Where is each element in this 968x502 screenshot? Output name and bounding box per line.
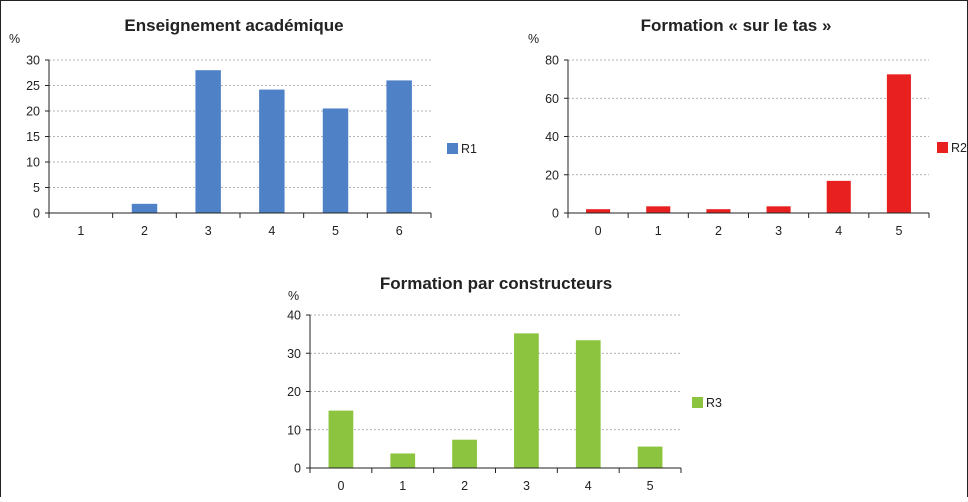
y-tick-label: 0 [33,207,40,221]
chart-title: Enseignement académique [124,16,343,35]
x-tick-label: 1 [77,224,84,238]
x-axis-ticks: 1 2 3 4 5 6 [77,224,402,238]
y-tick-label: 30 [287,347,301,361]
y-tick-label: 5 [33,181,40,195]
legend-label: R2 [951,141,967,155]
bar [195,70,221,213]
y-tick-label: 40 [287,309,301,323]
axes [564,59,930,218]
chart-title: Formation par constructeurs [380,274,612,293]
bar [386,80,412,214]
x-tick-label: 3 [205,224,212,238]
y-tick-label: 60 [545,92,559,106]
y-tick-label: 20 [26,105,40,119]
x-tick-label: 4 [268,224,275,238]
y-tick-label: 30 [26,54,40,68]
axes [45,59,432,218]
x-tick-label: 2 [715,224,722,238]
y-tick-label: 25 [26,79,40,93]
legend-swatch [447,143,458,154]
x-tick-label: 3 [523,479,530,493]
bar [452,439,477,468]
x-tick-label: 0 [595,224,602,238]
x-tick-label: 5 [647,479,654,493]
x-axis-ticks: 0 1 2 3 4 5 [595,224,903,238]
x-tick-label: 5 [332,224,339,238]
x-tick-label: 0 [337,479,344,493]
bar [586,209,611,213]
bar [766,206,791,213]
y-axis-ticks: 0 5 10 15 20 25 30 [26,54,40,221]
bar [328,410,354,468]
legend-swatch [937,142,948,153]
legend: R1 [447,142,477,156]
y-tick-label: 20 [287,385,301,399]
x-tick-label: 4 [835,224,842,238]
bar [514,333,539,468]
bar [390,453,416,468]
y-axis-unit: % [528,32,539,46]
gridlines [310,314,681,431]
bar [322,108,349,213]
y-axis-unit: % [288,289,299,303]
bar [826,180,851,213]
y-axis-ticks: 0 20 40 60 80 [545,54,559,221]
bar [131,203,158,213]
y-tick-label: 0 [294,462,301,476]
x-axis-ticks: 0 1 2 3 4 5 [337,479,653,493]
y-axis-ticks: 0 10 20 30 40 [287,309,301,476]
bar [886,74,911,213]
x-tick-label: 2 [461,479,468,493]
bar [706,209,731,213]
y-axis-unit: % [9,32,20,46]
bars [586,74,911,213]
y-tick-label: 0 [552,207,559,221]
x-tick-label: 6 [396,224,403,238]
y-tick-label: 10 [287,423,301,437]
bar [637,446,663,468]
x-tick-label: 3 [775,224,782,238]
chart-formation-sur-le-tas: Formation « sur le tas » % 0 20 40 60 80 0 1 2… [528,16,967,238]
axes [306,314,682,473]
bars [328,333,663,468]
legend: R3 [692,396,722,410]
bars [131,70,412,214]
x-tick-label: 1 [655,224,662,238]
y-tick-label: 80 [545,54,559,68]
bar [259,89,285,213]
gridlines [568,59,929,176]
y-tick-label: 10 [26,156,40,170]
y-tick-label: 20 [545,168,559,182]
x-tick-label: 5 [895,224,902,238]
chart-title: Formation « sur le tas » [641,16,832,35]
x-tick-label: 4 [585,479,592,493]
y-tick-label: 40 [545,130,559,144]
chart-formation-par-constructeurs: Formation par constructeurs % 010203040 … [287,274,722,493]
bar [575,340,601,468]
legend-label: R3 [706,396,722,410]
y-tick-label: 15 [26,130,40,144]
bar [646,206,671,213]
x-tick-label: 2 [141,224,148,238]
legend: R2 [937,141,967,155]
legend-swatch [692,397,703,408]
legend-label: R1 [461,142,477,156]
x-tick-label: 1 [399,479,406,493]
